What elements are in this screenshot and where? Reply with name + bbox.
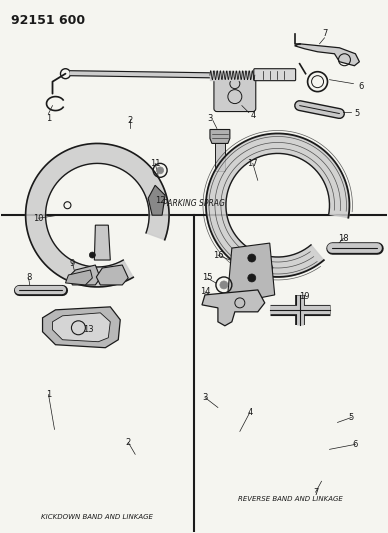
Polygon shape xyxy=(43,307,120,348)
Polygon shape xyxy=(66,270,92,285)
Text: 92151 600: 92151 600 xyxy=(10,14,85,27)
Text: 3: 3 xyxy=(202,393,208,402)
Text: 13: 13 xyxy=(83,325,94,334)
FancyBboxPatch shape xyxy=(215,143,225,171)
Polygon shape xyxy=(71,71,270,79)
Text: 5: 5 xyxy=(355,109,360,118)
Polygon shape xyxy=(26,143,169,287)
Polygon shape xyxy=(202,290,265,326)
Text: 19: 19 xyxy=(300,293,310,301)
Text: 2: 2 xyxy=(128,116,133,125)
Text: 16: 16 xyxy=(213,251,223,260)
Polygon shape xyxy=(68,265,100,285)
Circle shape xyxy=(89,252,95,258)
FancyBboxPatch shape xyxy=(254,69,296,80)
Polygon shape xyxy=(294,44,359,66)
Text: 14: 14 xyxy=(200,287,210,296)
Text: 7: 7 xyxy=(313,488,318,497)
Text: PARKING SPRAG: PARKING SPRAG xyxy=(163,199,225,208)
Text: REVERSE BAND AND LINKAGE: REVERSE BAND AND LINKAGE xyxy=(238,496,343,502)
Text: 17: 17 xyxy=(248,159,258,168)
Text: 6: 6 xyxy=(353,440,358,449)
Text: 6: 6 xyxy=(359,82,364,91)
Polygon shape xyxy=(94,225,110,260)
Polygon shape xyxy=(228,243,275,298)
Text: 10: 10 xyxy=(33,214,44,223)
Text: 4: 4 xyxy=(247,408,253,417)
Polygon shape xyxy=(210,130,230,143)
Text: 5: 5 xyxy=(349,413,354,422)
Text: KICKDOWN BAND AND LINKAGE: KICKDOWN BAND AND LINKAGE xyxy=(42,514,153,520)
Circle shape xyxy=(157,167,164,174)
Text: 1: 1 xyxy=(46,390,51,399)
Text: 11: 11 xyxy=(150,159,160,168)
Text: 3: 3 xyxy=(207,114,213,123)
Circle shape xyxy=(248,274,256,282)
Text: 15: 15 xyxy=(202,273,212,282)
Text: 12: 12 xyxy=(155,196,165,205)
Text: 9: 9 xyxy=(70,259,75,268)
Polygon shape xyxy=(148,185,165,215)
Text: 1: 1 xyxy=(46,114,51,123)
Polygon shape xyxy=(238,255,273,278)
Text: 8: 8 xyxy=(26,273,31,282)
Circle shape xyxy=(220,281,228,289)
Text: 18: 18 xyxy=(338,233,349,243)
FancyBboxPatch shape xyxy=(214,76,256,111)
Polygon shape xyxy=(52,313,110,342)
Polygon shape xyxy=(96,265,128,285)
Polygon shape xyxy=(206,133,350,277)
Text: 2: 2 xyxy=(126,438,131,447)
Text: 7: 7 xyxy=(322,29,327,38)
Text: 4: 4 xyxy=(250,111,255,120)
Circle shape xyxy=(248,254,256,262)
